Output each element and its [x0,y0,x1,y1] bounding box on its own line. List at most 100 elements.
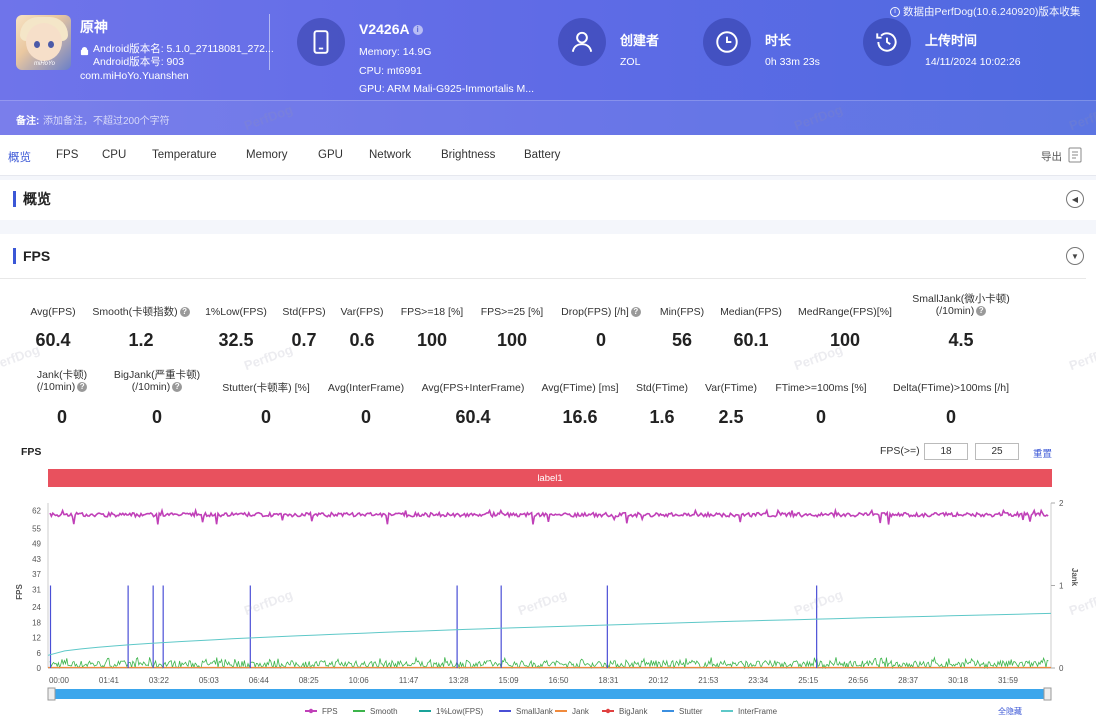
upload-title: 上传时间 [925,33,978,48]
smooth-series [49,656,1049,670]
stat-label: Jank(卡顿) (/10min)? [0,369,132,393]
y2-tick-label: 1 [1059,582,1064,591]
remark-input[interactable]: 添加备注，不超过200个字符 [43,116,170,127]
app-icon: miHoYo [16,15,71,70]
y2-axis-label: Jank [1070,568,1079,587]
tab-brightness[interactable]: Brightness [441,149,496,161]
zoom-slider[interactable] [48,689,1051,699]
device-cpu: CPU: mt6991 [359,65,423,77]
package-name: com.miHoYo.Yuanshen [80,70,189,82]
android-version-name: Android版本名: 5.1.0_27118081_272... [93,43,274,55]
stat-value: 0 [151,407,162,427]
stat-label: Std(FTime) [592,382,732,394]
overview-panel: 概览 ◀ [0,180,1096,220]
tab-cpu[interactable]: CPU [102,149,127,161]
help-icon[interactable]: ? [77,382,88,393]
info-icon[interactable]: i [412,25,423,36]
fps-threshold-2-input[interactable] [975,443,1019,460]
collected-by-note: i 数据由PerfDog(10.6.240920)版本收集 [890,4,1080,19]
help-icon[interactable]: ? [976,306,987,317]
export-button[interactable]: 导出 [1041,151,1062,163]
help-icon[interactable]: ? [172,382,183,393]
remark-label: 备注: [16,116,40,127]
stat-label-line: Var(FPS) [340,306,384,318]
user-icon [558,18,606,66]
y-tick-label: 6 [37,649,42,658]
stat-label-line: Avg(FPS) [30,306,76,318]
stat-label: FPS>=25 [%] [442,306,582,318]
stat-label-line: Median(FPS) [720,306,782,318]
y-axis-label: FPS [15,584,24,600]
x-tick-label: 11:47 [399,676,419,685]
stat-value: 60.4 [35,330,71,350]
phone-icon [297,18,345,66]
x-tick-label: 13:28 [449,676,470,685]
x-tick-label: 00:00 [49,676,70,685]
legend-item[interactable]: 1%Low(FPS) [436,707,483,716]
y2-tick-label: 0 [1059,664,1064,673]
stat-label: Avg(FPS) [0,306,123,318]
legend-item[interactable]: SmallJank [516,707,554,716]
hide-all-button[interactable]: 全隐藏 [998,706,1022,716]
stat-value: 2.5 [718,407,744,427]
tab-temperature[interactable]: Temperature [152,149,217,161]
stat-label: Avg(FTime) [ms] [510,382,650,394]
tab-gpu[interactable]: GPU [318,149,343,161]
collapse-toggle[interactable]: ▼ [1066,247,1084,265]
legend-item[interactable]: BigJank [619,707,648,716]
stat-value: 100 [416,330,448,350]
stat-value: 100 [829,330,861,350]
fps-chart: label106121824313743495562012FPSJank00:0… [15,469,1079,716]
x-tick-label: 05:03 [199,676,220,685]
stat-value: 32.5 [218,330,254,350]
y-tick-label: 31 [32,585,41,594]
stat-value: 1.6 [649,407,675,427]
help-icon[interactable]: ? [179,307,190,318]
device-memory: Memory: 14.9G [359,46,432,58]
legend-item[interactable]: FPS [322,707,338,716]
stat-label: MedRange(FPS)[%] [775,306,915,318]
y-tick-label: 37 [32,570,41,579]
tab-fps[interactable]: FPS [56,149,79,161]
device-gpu: GPU: ARM Mali-G925-Immortalis M... [359,83,535,95]
android-version-code: Android版本号: 903 [93,56,185,68]
creator-title: 创建者 [620,33,660,48]
help-icon[interactable]: ? [630,307,641,318]
stat-label-line: 1%Low(FPS) [205,306,267,318]
stat-label-line: Min(FPS) [659,306,705,318]
expand-toggle[interactable]: ◀ [1066,190,1084,208]
stat-value: 4.5 [948,330,974,350]
stat-label: Delta(FTime)>100ms [/h] [881,382,1021,394]
x-tick-label: 06:44 [249,676,270,685]
stat-value: 100 [496,330,528,350]
clock-icon [703,18,751,66]
label-band [48,469,1052,487]
export-icon[interactable] [1068,147,1083,163]
zoom-handle-right[interactable] [1043,687,1052,701]
duration-value: 0h 33m 23s [765,56,820,68]
tab-memory[interactable]: Memory [246,149,288,161]
fps-series [49,507,1049,525]
y-tick-label: 18 [32,618,41,627]
creator-value: ZOL [620,56,641,68]
zoom-handle-left[interactable] [47,687,56,701]
fps-threshold-1-input[interactable] [924,443,968,460]
stat-value: 0 [56,407,67,427]
stat-label-line: BigJank(严重卡顿) [113,369,201,381]
tab-overview[interactable]: 概览 [8,152,31,164]
legend-item[interactable]: Smooth [370,707,398,716]
label-band-text: label1 [537,473,562,484]
legend-item[interactable]: InterFrame [738,707,778,716]
reset-button[interactable]: 重置 [1033,449,1053,460]
legend-item[interactable]: Stutter [679,707,703,716]
stat-label: Std(FPS) [234,306,374,318]
tab-network[interactable]: Network [369,149,412,161]
legend-item[interactable]: Jank [572,707,590,716]
tab-battery[interactable]: Battery [524,149,561,161]
stat-label: BigJank(严重卡顿) (/10min)? [87,369,227,393]
device-name: V2426A i [359,21,423,37]
stat-label-line: (/10min)? [87,381,227,393]
x-tick-label: 31:59 [998,676,1019,685]
app-name: 原神 [80,19,108,35]
stat-label-line: FPS>=18 [%] [400,306,464,318]
